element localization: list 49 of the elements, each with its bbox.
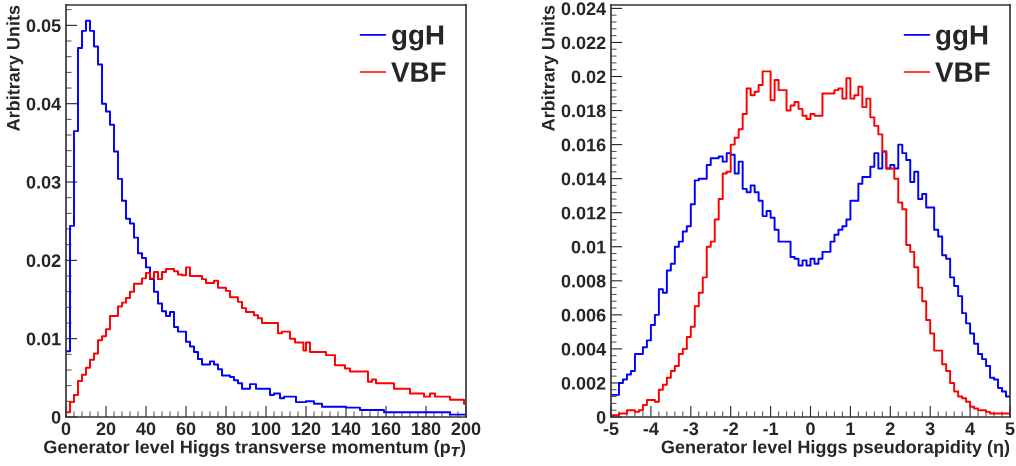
- x-tick-label: 4: [965, 422, 976, 435]
- legend-label: ggH: [392, 25, 444, 51]
- x-tick-label: -5: [603, 422, 619, 436]
- y-tick-label: 0.018: [561, 104, 606, 118]
- y-tick-label: 0.04: [26, 97, 62, 111]
- x-tick-label: 0: [806, 422, 815, 436]
- y-tick-label: 0.008: [561, 274, 606, 288]
- x-tick-label: 200: [451, 422, 481, 436]
- x-axis-title: Generator level Higgs transverse momentum (p$_{T}$): [44, 440, 466, 457]
- y-axis-title: Arbitrary Units: [6, 5, 24, 131]
- y-tick-label: 0: [51, 410, 61, 424]
- x-tick-label: 5: [1005, 422, 1015, 436]
- x-axis-title: Generator level Higgs pseudorapidity (η): [661, 440, 1010, 457]
- x-tick-label: -1: [763, 422, 779, 435]
- y-tick-label: 0.006: [561, 308, 606, 322]
- x-tick-label: 2: [885, 422, 895, 435]
- x-tick-label: 40: [136, 422, 156, 436]
- y-tick-label: 0.05: [26, 19, 61, 33]
- x-tick-label: 60: [176, 422, 196, 436]
- x-tick-label: 1: [846, 422, 855, 435]
- y-tick-label: 0.01: [26, 332, 61, 346]
- y-tick-label: 0.022: [561, 36, 606, 50]
- y-tick-label: 0.02: [26, 254, 61, 268]
- y-tick-label: 0.03: [26, 175, 61, 189]
- y-tick-label: 0.014: [561, 172, 607, 186]
- y-tick-label: 0.016: [561, 138, 606, 152]
- legend-label: VBF: [391, 62, 446, 82]
- legend-label: ggH: [936, 25, 988, 51]
- x-tick-label: 160: [372, 422, 401, 436]
- x-tick-label: 3: [925, 422, 935, 436]
- legend-label: VBF: [935, 62, 990, 82]
- y-tick-label: 0.01: [571, 240, 606, 254]
- y-tick-label: 0: [596, 410, 606, 424]
- x-tick-label: 20: [96, 422, 116, 436]
- x-tick-label: 120: [292, 422, 321, 436]
- x-tick-label: -3: [683, 422, 699, 436]
- x-tick-label: 140: [332, 422, 361, 436]
- x-tick-label: -2: [723, 422, 738, 435]
- x-tick-label: 100: [252, 422, 281, 436]
- y-tick-label: 0.024: [561, 2, 607, 16]
- x-tick-label: -4: [643, 422, 659, 435]
- y-tick-label: 0.02: [571, 70, 606, 84]
- y-tick-label: 0.012: [561, 206, 606, 220]
- x-tick-label: 0: [61, 422, 71, 436]
- x-tick-label: 80: [216, 422, 236, 436]
- y-tick-label: 0.004: [561, 342, 607, 356]
- y-tick-label: 0.002: [561, 376, 606, 390]
- x-tick-label: 180: [412, 422, 441, 436]
- y-axis-title: Arbitrary Units: [541, 5, 559, 131]
